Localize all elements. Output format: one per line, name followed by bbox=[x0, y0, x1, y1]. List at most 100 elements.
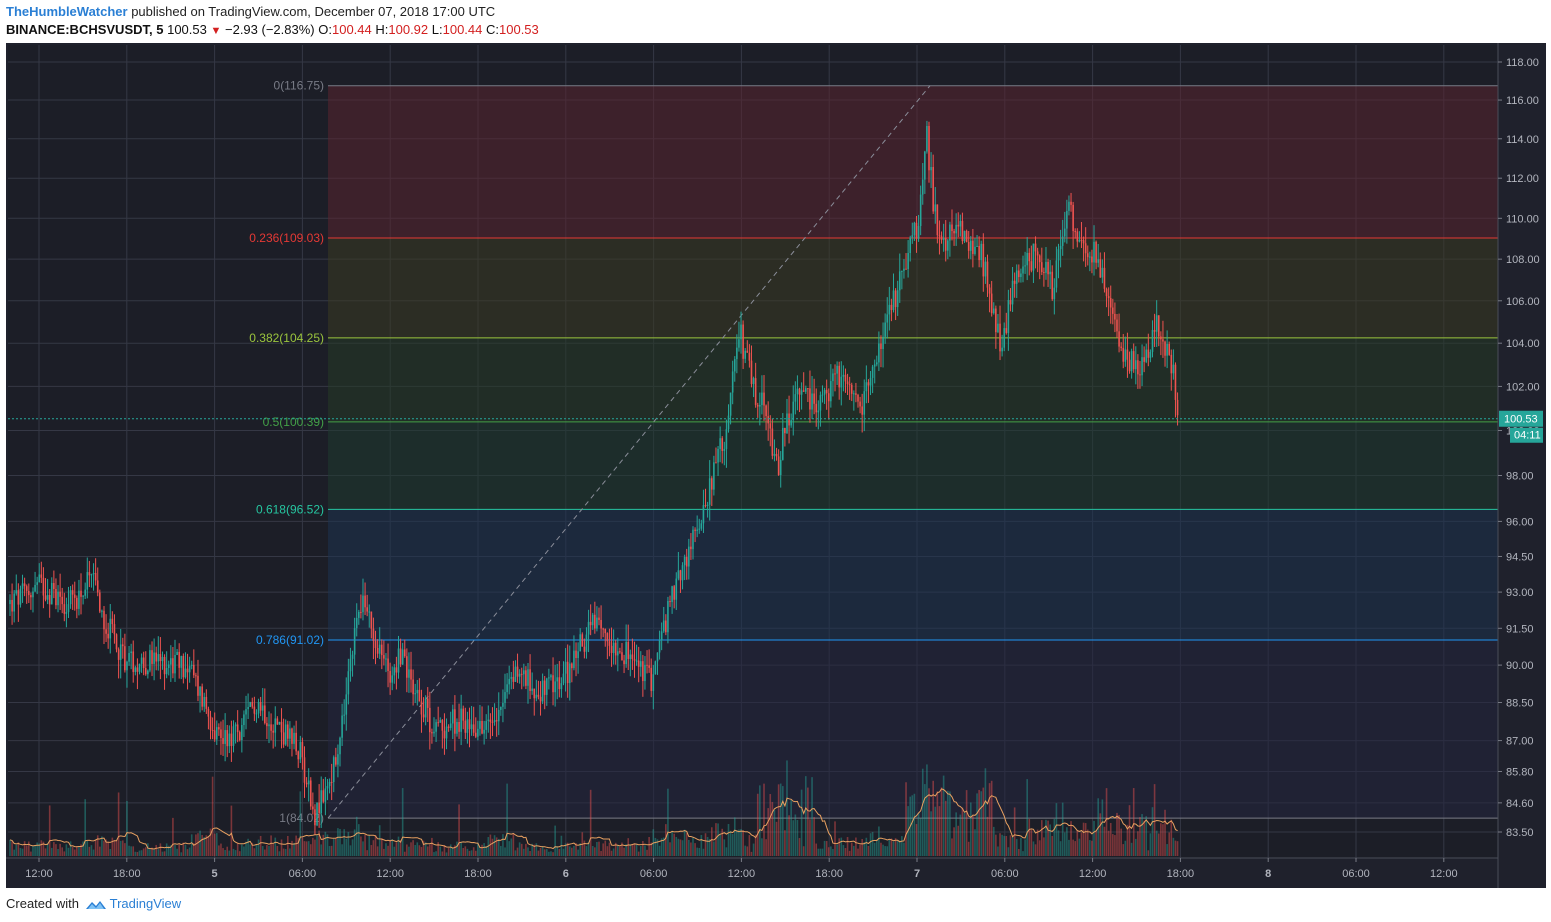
volume-bar bbox=[201, 834, 203, 856]
tradingview-brand[interactable]: TradingView bbox=[109, 896, 182, 911]
volume-bar bbox=[995, 834, 997, 856]
volume-bar bbox=[892, 841, 895, 856]
candle-body bbox=[562, 673, 565, 684]
candle-body bbox=[746, 350, 749, 353]
volume-bar bbox=[326, 834, 329, 856]
volume-bar bbox=[629, 844, 632, 856]
volume-bar bbox=[1120, 828, 1122, 856]
volume-bar bbox=[330, 845, 333, 856]
candle-body bbox=[1151, 330, 1154, 352]
candle-body bbox=[305, 782, 308, 785]
candle-body bbox=[266, 723, 268, 727]
candle-body bbox=[232, 726, 235, 746]
symbol-name[interactable]: BINANCE:BCHSVUSDT, 5 bbox=[6, 22, 164, 37]
volume-bar bbox=[514, 850, 517, 856]
volume-bar bbox=[827, 847, 830, 856]
volume-bar bbox=[1137, 831, 1139, 856]
candle-body bbox=[571, 663, 573, 669]
candle-body bbox=[811, 393, 813, 410]
candle-body bbox=[322, 790, 325, 802]
chart-area[interactable]: 0(116.75) 0.236(109.03) 0.382(104.25) 0.5(1… bbox=[6, 43, 1546, 888]
candle-body bbox=[543, 680, 546, 695]
candle-body bbox=[48, 595, 51, 605]
candle-body bbox=[366, 607, 368, 612]
volume-bar bbox=[506, 783, 508, 856]
candle-body bbox=[1026, 252, 1028, 266]
candlestick-chart[interactable]: 0(116.75) 0.236(109.03) 0.382(104.25) 0.5(1… bbox=[6, 43, 1546, 888]
candle-body bbox=[702, 505, 705, 524]
candle-body bbox=[495, 720, 498, 722]
candle-body bbox=[568, 663, 571, 684]
candle-body bbox=[293, 732, 295, 744]
candle-body bbox=[984, 261, 987, 277]
volume-bar bbox=[67, 847, 70, 856]
candle-body bbox=[871, 366, 874, 378]
volume-bar bbox=[667, 788, 669, 856]
time-tick-label: 06:00 bbox=[289, 868, 317, 880]
author-link[interactable]: TheHumbleWatcher bbox=[6, 4, 128, 19]
candle-body bbox=[523, 670, 525, 675]
candle-body bbox=[932, 167, 934, 212]
volume-bar bbox=[322, 834, 325, 856]
candle-body bbox=[642, 661, 644, 682]
candle-body bbox=[295, 732, 297, 752]
volume-bar bbox=[437, 842, 439, 856]
volume-bar bbox=[13, 849, 15, 856]
volume-bar bbox=[798, 838, 801, 856]
volume-bar bbox=[157, 849, 160, 856]
volume-bar bbox=[80, 844, 82, 856]
volume-bar bbox=[804, 776, 807, 856]
volume-bar bbox=[639, 846, 642, 856]
candle-body bbox=[197, 675, 199, 696]
volume-bar bbox=[761, 838, 763, 856]
candle-body bbox=[303, 757, 306, 783]
volume-bar bbox=[959, 814, 962, 856]
volume-bar bbox=[857, 848, 859, 856]
volume-bar bbox=[462, 847, 465, 856]
candle-body bbox=[136, 667, 139, 672]
fib-level-label: 0(116.75) bbox=[274, 79, 324, 93]
candle-body bbox=[485, 721, 488, 730]
candle-body bbox=[560, 683, 563, 690]
candle-body bbox=[696, 529, 698, 531]
volume-bar bbox=[1068, 839, 1070, 856]
candle-body bbox=[930, 167, 932, 171]
candle-body bbox=[489, 719, 492, 722]
candle-body bbox=[431, 732, 433, 734]
candle-body bbox=[73, 594, 76, 598]
volume-bar bbox=[861, 839, 863, 856]
candle-body bbox=[1166, 343, 1168, 356]
candle-body bbox=[1074, 231, 1077, 233]
volume-bar bbox=[738, 829, 740, 856]
candle-body bbox=[631, 654, 634, 660]
candle-body bbox=[938, 235, 941, 237]
candle-body bbox=[406, 656, 408, 678]
volume-bar bbox=[207, 836, 210, 856]
candle-body bbox=[731, 371, 734, 393]
candle-body bbox=[491, 721, 494, 723]
last-price-badge-bg bbox=[1499, 410, 1543, 427]
price-tick-label: 84.60 bbox=[1506, 798, 1534, 810]
volume-bar bbox=[251, 842, 254, 856]
volume-bar bbox=[9, 839, 11, 856]
volume-bar bbox=[610, 850, 613, 856]
tradingview-logo-icon[interactable] bbox=[85, 899, 107, 911]
volume-bar bbox=[305, 841, 308, 856]
candle-body bbox=[949, 224, 951, 241]
volume-bar bbox=[180, 852, 183, 856]
candle-body bbox=[614, 642, 617, 656]
volume-bar bbox=[1107, 830, 1110, 856]
candle-body bbox=[884, 322, 886, 337]
candle-body bbox=[1009, 300, 1012, 305]
candle-body bbox=[512, 676, 515, 682]
fib-level-label: 0.786(91.02) bbox=[256, 633, 324, 647]
candle-body bbox=[602, 628, 604, 630]
volume-bar bbox=[284, 849, 287, 856]
candle-body bbox=[729, 392, 732, 416]
volume-bar bbox=[1045, 819, 1047, 856]
volume-bar bbox=[270, 835, 272, 856]
candle-body bbox=[911, 235, 914, 238]
volume-bar bbox=[1082, 822, 1085, 856]
candle-body bbox=[652, 674, 655, 691]
volume-bar bbox=[619, 846, 621, 856]
